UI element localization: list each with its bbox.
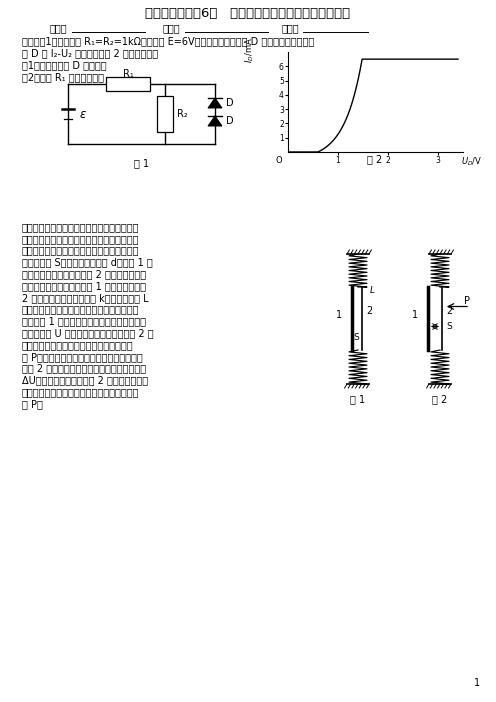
Text: 2: 2	[366, 305, 372, 315]
Text: 图 1: 图 1	[134, 158, 149, 168]
Text: 不致引起弹簧的可测量到的形变，试求待测压: 不致引起弹簧的可测量到的形变，试求待测压	[22, 388, 139, 397]
Text: 一、如图1所示，电阻 R₁=R₂=1kΩ，电动势 E=6V，两个相同的二极管 D 串联在电路中，二极: 一、如图1所示，电阻 R₁=R₂=1kΩ，电动势 E=6V，两个相同的二极管 D…	[22, 36, 314, 46]
Text: O: O	[276, 156, 282, 165]
Y-axis label: $I_D$/mA: $I_D$/mA	[244, 37, 256, 63]
Text: 图 2: 图 2	[433, 394, 447, 404]
Text: 板的面积为 S，极板间的距离为 d，极板 1 固: 板的面积为 S，极板间的距离为 d，极板 1 固	[22, 258, 153, 267]
Text: R₂: R₂	[177, 109, 188, 119]
Text: （1）通过二极管 D 的电流；: （1）通过二极管 D 的电流；	[22, 60, 107, 70]
Text: 右侧的整个表面上施以均匀的向左的待测压: 右侧的整个表面上施以均匀的向左的待测压	[22, 340, 133, 350]
Text: 管 D 的 I₂-U₂ 特性曲线如图 2 所示。试求：: 管 D 的 I₂-U₂ 特性曲线如图 2 所示。试求：	[22, 48, 158, 58]
Text: 图 2: 图 2	[368, 154, 382, 164]
Text: S: S	[446, 322, 452, 331]
Text: 2 的两个侧边与劲度系数为 k，自然长度为 L: 2 的两个侧边与劲度系数为 k，自然长度为 L	[22, 293, 149, 303]
Text: 如图 2 所示，测得此时电容器的电压改变量为: 如图 2 所示，测得此时电容器的电压改变量为	[22, 364, 146, 373]
Text: ε: ε	[80, 107, 86, 121]
Bar	[157, 96, 173, 132]
Text: 强 P，使两极板之间的距离发生很小的变化。: 强 P，使两极板之间的距离发生很小的变化。	[22, 352, 143, 362]
X-axis label: $U_D$/V: $U_D$/V	[461, 156, 483, 168]
Text: 班级：: 班级：	[50, 23, 67, 33]
Text: 的两个完全相同的弹簧相连，两弹簧的另一端: 的两个完全相同的弹簧相连，两弹簧的另一端	[22, 305, 139, 314]
Text: 1: 1	[412, 310, 418, 321]
Text: （2）电阻 R₁ 消耗的功率。: （2）电阻 R₁ 消耗的功率。	[22, 72, 104, 82]
Text: D: D	[226, 116, 234, 126]
Text: L: L	[370, 286, 375, 295]
Text: S: S	[353, 333, 359, 342]
Text: 定不动，与周围绝缘；极板 2 接地，且可在水: 定不动，与周围绝缘；极板 2 接地，且可在水	[22, 269, 146, 279]
Text: 图 1: 图 1	[351, 394, 366, 404]
Text: 的装置转化为电磁量来测量的。一平板电容器: 的装置转化为电磁量来测量的。一平板电容器	[22, 234, 139, 244]
Text: 充电至电压 U 后即与电源断开，再在极板 2 的: 充电至电压 U 后即与电源断开，再在极板 2 的	[22, 329, 154, 338]
Text: 高二物理竞赛（6）   静电场、稳恒电流和物质的导电性: 高二物理竞赛（6） 静电场、稳恒电流和物质的导电性	[145, 7, 351, 20]
Text: R₁: R₁	[123, 69, 133, 79]
Bar	[106, 77, 150, 91]
Text: D: D	[226, 98, 234, 108]
Polygon shape	[208, 98, 222, 108]
Polygon shape	[208, 116, 222, 126]
Text: 1: 1	[336, 310, 342, 321]
Text: 座号：: 座号：	[282, 23, 300, 33]
Text: 姓名：: 姓名：	[163, 23, 181, 33]
Text: 强 P。: 强 P。	[22, 399, 43, 409]
Text: 2: 2	[446, 305, 452, 315]
Text: 固定。图 1 是这一装置的俯视图。先将电容器: 固定。图 1 是这一装置的俯视图。先将电容器	[22, 317, 146, 326]
Text: 1: 1	[474, 678, 480, 688]
Text: 平平台上滑动并始终与极板 1 保持平行。极板: 平平台上滑动并始终与极板 1 保持平行。极板	[22, 281, 146, 291]
Text: 的两个极板竖直放置在光滑的水平平台上，极: 的两个极板竖直放置在光滑的水平平台上，极	[22, 246, 139, 256]
Text: 二、某些非电磁量的测量是可以通过一些相应: 二、某些非电磁量的测量是可以通过一些相应	[22, 222, 139, 232]
Text: ΔU，这作用在电容器极板 2 上的静电作用力: ΔU，这作用在电容器极板 2 上的静电作用力	[22, 376, 148, 385]
Text: P: P	[464, 296, 470, 305]
